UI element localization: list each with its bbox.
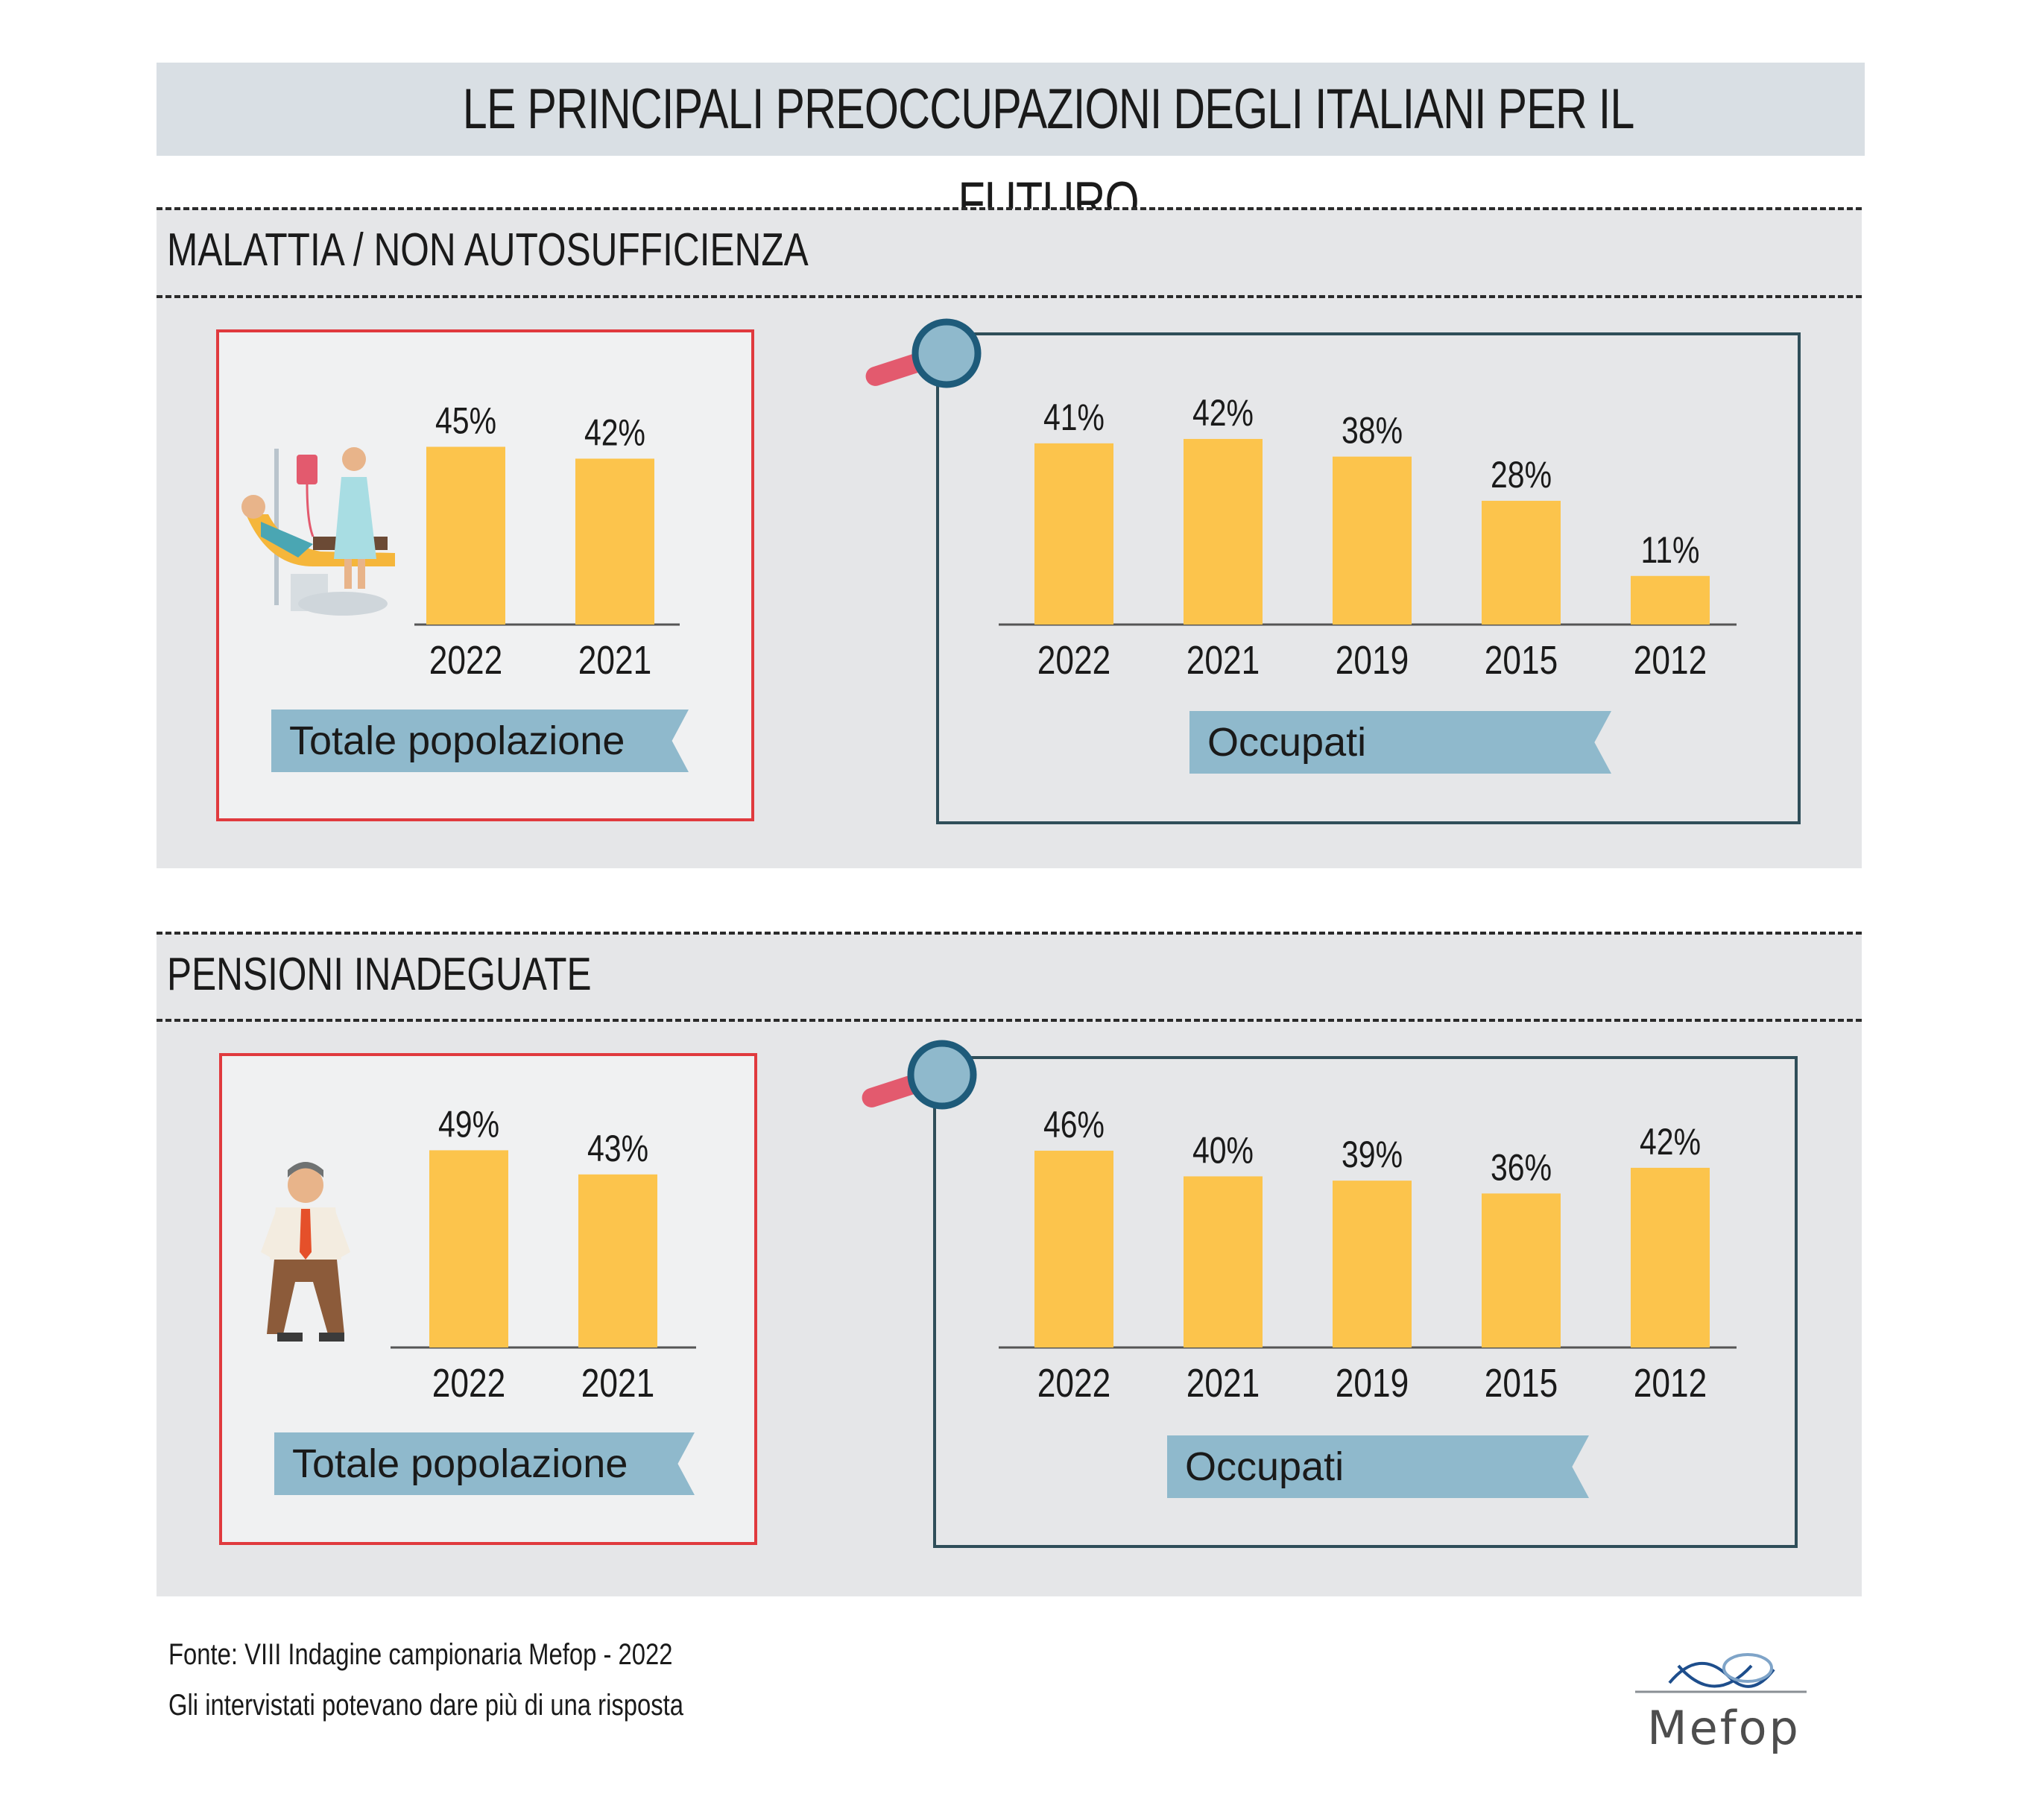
tick-label: 2012 [1634,638,1707,683]
value-label: 43% [587,1128,648,1169]
bar [1184,438,1263,625]
tick-label: 2019 [1336,638,1409,683]
tick-label: 2021 [578,638,651,683]
bar [1333,1181,1412,1347]
value-label: 42% [1640,1121,1701,1163]
chart-pensioni-occupati: 46% 2022 40% 2021 39% 2019 36% 2015 42% 2012 [999,1104,1737,1406]
bar [1482,500,1561,625]
mefop-logo-icon [1635,1653,1807,1693]
bar [1333,456,1412,625]
ribbon-totale-popolazione: Totale popolazione [274,1432,695,1495]
chart-malattia-occupati: 41% 2022 42% 2021 38% 2019 28% 2015 11% 2012 [999,392,1737,683]
bar [429,1150,508,1347]
page-title: LE PRINCIPALI PREOCCUPAZIONI DEGLI ITALI… [462,78,1635,234]
ribbon-occupati: Occupati [1189,711,1611,774]
value-label: 42% [584,412,645,454]
magnifier-icon [862,1040,977,1110]
value-label: 38% [1342,410,1403,452]
bar [1034,1150,1113,1347]
section-title-malattia: MALATTIA / NON AUTOSUFFICIENZA [167,224,809,276]
value-label: 41% [1043,396,1105,438]
tick-label: 2022 [1037,638,1110,683]
tick-label: 2021 [1187,638,1260,683]
chart-malattia-totale: 45% 2022 42% 2021 [414,400,680,683]
value-label: 40% [1192,1130,1254,1172]
tick-label: 2021 [581,1361,654,1406]
tick-label: 2015 [1485,1361,1558,1406]
tick-label: 2015 [1485,638,1558,683]
value-label: 39% [1342,1134,1403,1175]
ribbon-totale-popolazione: Totale popolazione [271,710,689,772]
tick-label: 2022 [1037,1361,1110,1406]
value-label: 36% [1491,1147,1552,1189]
tick-label: 2021 [1187,1361,1260,1406]
value-label: 45% [435,400,496,442]
bar [1482,1193,1561,1347]
divider [157,932,1862,935]
value-label: 46% [1043,1104,1105,1146]
footer-source: Fonte: VIII Indagine campionaria Mefop -… [168,1638,673,1671]
ribbon-occupati: Occupati [1167,1435,1589,1498]
worried-man-icon [261,1162,350,1342]
chart-pensioni-totale: 49% 2022 43% 2021 [391,1104,696,1406]
bar [575,458,654,625]
tick-label: 2022 [429,638,502,683]
bar [1631,1167,1710,1347]
bar [1184,1176,1263,1347]
bar [1631,575,1710,625]
bar [1034,443,1113,625]
bar [426,446,505,625]
bar [578,1174,657,1347]
section-title-pensioni: PENSIONI INADEGUATE [167,949,592,1000]
value-label: 28% [1491,454,1552,496]
tick-label: 2022 [432,1361,505,1406]
divider [157,295,1862,298]
divider [157,1019,1862,1022]
mefop-logo-text: Mefop [1647,1701,1801,1755]
tick-label: 2012 [1634,1361,1707,1406]
divider [157,207,1862,210]
title-bar: LE PRINCIPALI PREOCCUPAZIONI DEGLI ITALI… [157,63,1865,234]
tick-label: 2019 [1336,1361,1409,1406]
value-label: 11% [1640,529,1699,571]
patient-nurse-icon [241,447,395,616]
value-label: 49% [438,1104,499,1146]
value-label: 42% [1192,392,1254,434]
magnifier-icon [865,318,982,388]
footer-note: Gli intervistati potevano dare più di un… [168,1689,684,1722]
